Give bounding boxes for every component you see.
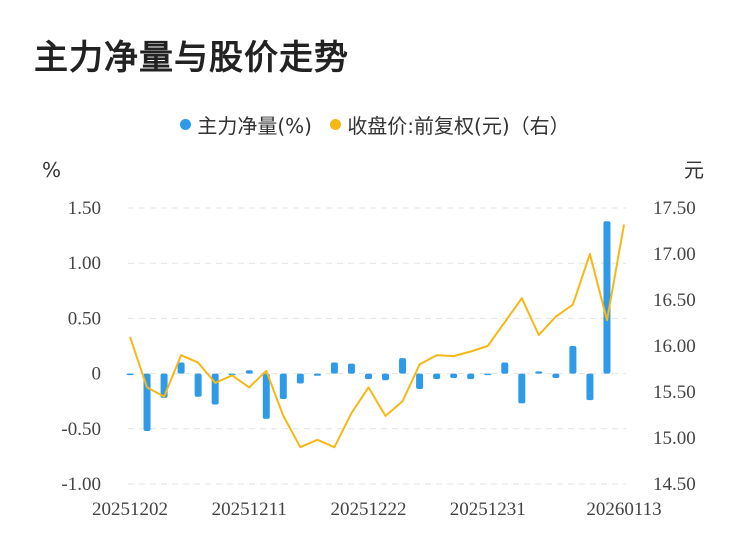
legend-marker-net-volume (180, 119, 192, 130)
left-tick-label: 0 (92, 364, 102, 385)
net-volume-bar (569, 346, 577, 374)
net-volume-bar (330, 362, 338, 374)
net-volume-bar (364, 373, 372, 380)
net-volume-bar (433, 373, 441, 380)
net-volume-bar (586, 373, 594, 401)
left-tick-label: 0.50 (68, 308, 101, 329)
net-volume-bar (296, 373, 304, 384)
x-tick-label: 20251202 (92, 499, 168, 520)
left-axis-unit: % (42, 158, 61, 182)
right-tick-label: 16.00 (653, 336, 696, 357)
net-volume-bar (450, 373, 458, 379)
x-axis: 20251202 20251211 20251222 20251231 20260113 (92, 499, 662, 520)
right-axis-unit: 元 (684, 158, 704, 182)
left-tick-label: 1.00 (68, 253, 101, 274)
net-volume-bar (416, 373, 424, 390)
right-tick-label: 16.50 (653, 290, 696, 311)
legend-item-close-price[interactable]: 收盘价:前复权(元)（右） (330, 110, 570, 139)
net-volume-bar (603, 221, 611, 374)
net-volume-bar (228, 373, 236, 376)
left-tick-label: -1.00 (61, 474, 101, 495)
net-volume-bar (313, 373, 321, 376)
net-volume-bar (552, 373, 560, 379)
gridlines (128, 207, 626, 485)
legend-label-net-volume: 主力净量(%) (197, 114, 312, 138)
legend-label-close-price: 收盘价:前复权(元)（右） (347, 114, 570, 138)
legend-item-net-volume[interactable]: 主力净量(%) (180, 110, 312, 139)
net-volume-bar (177, 362, 185, 374)
chart-title: 主力净量与股价走势 (34, 38, 349, 78)
right-tick-label: 17.00 (653, 244, 696, 265)
x-tick-label: 20251231 (450, 499, 526, 520)
net-volume-bar (518, 373, 526, 404)
net-volume-bar (347, 363, 355, 374)
close-price-line-group (129, 224, 625, 449)
right-tick-label: 17.50 (653, 198, 696, 219)
left-axis: 1.50 1.00 0.50 0 -0.50 -1.00 (61, 198, 101, 495)
legend: 主力净量(%) 收盘价:前复权(元)（右） (0, 110, 750, 139)
legend-marker-close-price (330, 119, 342, 130)
left-tick-label: 1.50 (68, 198, 101, 219)
net-volume-bar (262, 373, 270, 419)
net-volume-bar (467, 373, 475, 380)
right-axis: 17.50 17.00 16.50 16.00 15.50 15.00 14.50 (653, 198, 696, 495)
right-tick-label: 15.50 (653, 382, 696, 403)
left-tick-label: -0.50 (61, 419, 101, 440)
right-tick-label: 15.00 (653, 428, 696, 449)
net-volume-bar (126, 373, 134, 376)
net-volume-bar (194, 373, 202, 397)
x-tick-label: 20251211 (212, 499, 287, 520)
net-volume-bar (535, 371, 543, 374)
x-tick-label: 20260113 (586, 499, 661, 520)
net-volume-bar (501, 362, 509, 374)
net-volume-bars (126, 221, 611, 432)
close-price-line (129, 224, 625, 449)
right-tick-label: 14.50 (653, 474, 696, 495)
net-volume-bar (382, 373, 390, 381)
x-tick-label: 20251222 (330, 499, 406, 520)
net-volume-bar (279, 373, 287, 399)
net-volume-bar (211, 373, 219, 405)
net-volume-bar (484, 373, 492, 376)
net-volume-bar (245, 370, 253, 374)
net-volume-bar (399, 358, 407, 374)
